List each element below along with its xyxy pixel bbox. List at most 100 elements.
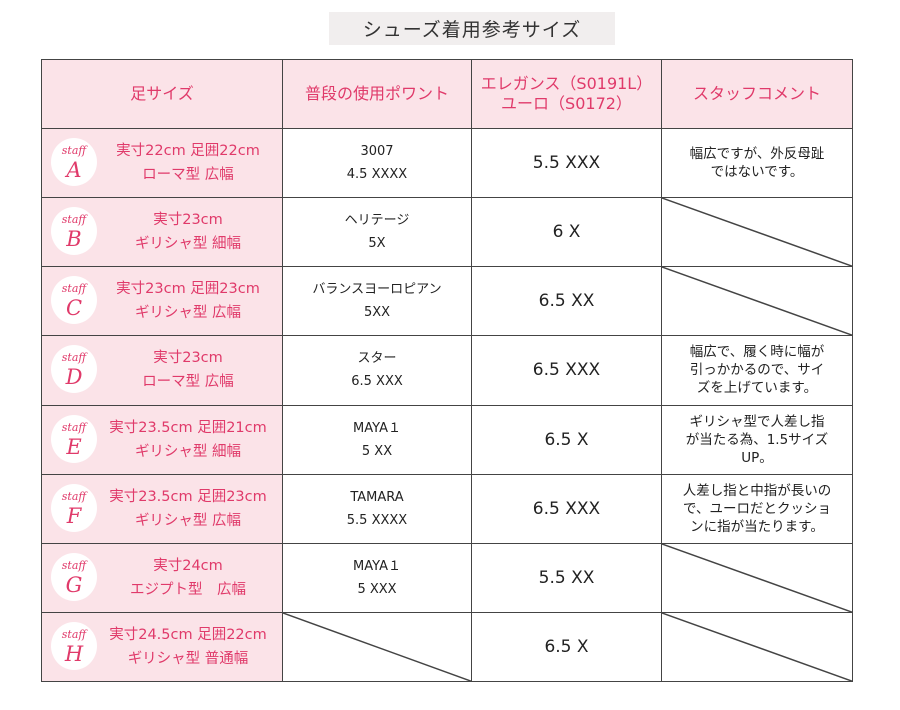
foot-size-cell: staff F 実寸23.5cm 足囲23cm ギリシャ型 広幅 [41, 473, 283, 544]
staff-badge: staff G [51, 552, 97, 601]
elegance-size-cell: 5.5 XX [471, 542, 662, 613]
elegance-size-cell: 6.5 X [471, 611, 662, 683]
usual-size-cell: MAYA１ 5 XX [282, 404, 472, 475]
staff-badge: staff B [51, 207, 97, 256]
staff-comment-cell: ギリシャ型で人差し指 が当たる為、1.5サイズ UP。 [661, 404, 853, 475]
staff-comment-cell-empty [661, 197, 853, 268]
foot-size-cell: staff C 実寸23cm 足囲23cm ギリシャ型 広幅 [41, 266, 283, 337]
staff-label: staff [61, 144, 87, 157]
comment-line: ズを上げています。 [696, 380, 818, 397]
usual-size-cell-empty [282, 611, 472, 683]
foot-measurement: 実寸24.5cm 足囲22cm [109, 626, 267, 643]
foot-size-cell: staff E 実寸23.5cm 足囲21cm ギリシャ型 細幅 [41, 404, 283, 475]
usual-model: ヘリテージ [344, 213, 410, 229]
header-elegance-line2: ユーロ（S0172） [501, 94, 632, 113]
elegance-size-cell: 6 X [471, 197, 662, 268]
staff-letter: H [64, 641, 84, 666]
staff-badge: staff E [51, 414, 97, 463]
comment-line: ンに指が当たります。 [690, 518, 824, 535]
comment-line: ではないです。 [710, 164, 804, 181]
foot-size-cell: staff H 実寸24.5cm 足囲22cm ギリシャ型 普通幅 [41, 611, 283, 683]
usual-size: 5XX [363, 305, 391, 321]
foot-shape: ギリシャ型 細幅 [134, 443, 242, 460]
usual-model: 3007 [360, 144, 394, 160]
usual-model: MAYA１ [353, 420, 401, 436]
comment-line: ギリシャ型で人差し指 [689, 413, 825, 430]
table-row: staff F 実寸23.5cm 足囲23cm ギリシャ型 広幅 TAMARA 5.5 X… [41, 473, 853, 544]
staff-comment-cell: 人差し指と中指が長いの で、ユーロだとクッショ ンに指が当たります。 [661, 473, 853, 544]
staff-badge: staff H [51, 621, 97, 670]
staff-letter: D [65, 365, 83, 390]
foot-shape: ローマ型 広幅 [142, 374, 234, 391]
usual-size: 5X [368, 236, 386, 252]
usual-size: 5 XX [361, 443, 393, 459]
foot-measurement: 実寸23cm [153, 212, 223, 229]
diagonal-line [662, 267, 852, 335]
diagonal-line [283, 613, 471, 681]
header-elegance-line1: エレガンス（S0191L） [480, 74, 653, 93]
header-usual-size: 普段の使用ポワント [282, 59, 472, 129]
staff-badge: staff D [51, 345, 97, 394]
foot-size-cell: staff A 実寸22cm 足囲22cm ローマ型 広幅 [41, 127, 283, 199]
staff-label: staff [61, 489, 87, 503]
foot-measurement: 実寸23cm 足囲23cm [116, 281, 260, 298]
usual-size: 5 XXX [357, 581, 397, 597]
diagonal-line [662, 613, 852, 681]
elegance-size-cell: 6.5 XXX [471, 473, 662, 544]
table-row: staff A 実寸22cm 足囲22cm ローマ型 広幅 3007 4.5 XXXX 5.… [41, 127, 853, 199]
usual-size: 6.5 XXX [351, 374, 403, 390]
table-row: staff C 実寸23cm 足囲23cm ギリシャ型 広幅 バランスヨーロピアン 5XX… [41, 266, 853, 337]
foot-shape: エジプト型 広幅 [130, 581, 246, 598]
foot-shape: ギリシャ型 広幅 [134, 512, 242, 529]
foot-measurement: 実寸23.5cm 足囲23cm [109, 488, 267, 505]
size-table: 足サイズ 普段の使用ポワント エレガンス（S0191L） ユーロ（S0172） … [41, 59, 853, 683]
foot-size-cell: staff B 実寸23cm ギリシャ型 細幅 [41, 197, 283, 268]
staff-letter: G [65, 572, 83, 597]
foot-shape: ローマ型 広幅 [142, 167, 234, 184]
staff-label: staff [61, 627, 87, 641]
table-row: staff H 実寸24.5cm 足囲22cm ギリシャ型 普通幅 6.5 X [41, 611, 853, 683]
header-elegance: エレガンス（S0191L） ユーロ（S0172） [471, 59, 662, 129]
comment-line: で、ユーロだとクッショ [683, 500, 831, 517]
table-row: staff D 実寸23cm ローマ型 広幅 スター 6.5 XXX 6.5 XXX 幅広で、… [41, 335, 853, 406]
table-row: staff E 実寸23.5cm 足囲21cm ギリシャ型 細幅 MAYA１ 5 XX 6.… [41, 404, 853, 475]
elegance-size-cell: 5.5 XXX [471, 127, 662, 199]
foot-shape: ギリシャ型 普通幅 [127, 650, 249, 667]
comment-line: 幅広で、履く時に幅が [689, 344, 825, 361]
staff-comment-cell-empty [661, 542, 853, 613]
elegance-size-cell: 6.5 XX [471, 266, 662, 337]
staff-letter: E [66, 434, 82, 459]
header-foot-size: 足サイズ [41, 59, 283, 129]
header-row: 足サイズ 普段の使用ポワント エレガンス（S0191L） ユーロ（S0172） … [41, 59, 853, 129]
usual-size-cell: TAMARA 5.5 XXXX [282, 473, 472, 544]
foot-measurement: 実寸24cm [153, 557, 223, 574]
usual-size: 5.5 XXXX [346, 512, 408, 528]
staff-label: staff [61, 282, 87, 296]
usual-model: バランスヨーロピアン [312, 282, 442, 298]
staff-letter: B [66, 227, 82, 252]
usual-size-cell: ヘリテージ 5X [282, 197, 472, 268]
staff-comment-cell: 幅広ですが、外反母趾 ではないです。 [661, 127, 853, 199]
comment-line: 引っかかるので、サイ [689, 362, 825, 379]
staff-badge: staff A [51, 138, 97, 186]
staff-letter: C [65, 296, 83, 321]
staff-comment-cell-empty [661, 266, 853, 337]
usual-size-cell: バランスヨーロピアン 5XX [282, 266, 472, 337]
usual-model: MAYA１ [353, 558, 401, 574]
staff-label: staff [61, 420, 87, 434]
usual-model: スター [357, 351, 397, 367]
comment-line: が当たる為、1.5サイズ [685, 431, 829, 448]
comment-line: 人差し指と中指が長いの [682, 482, 832, 499]
foot-shape: ギリシャ型 広幅 [134, 305, 242, 322]
usual-size-cell: MAYA１ 5 XXX [282, 542, 472, 613]
foot-size-cell: staff D 実寸23cm ローマ型 広幅 [41, 335, 283, 406]
header-staff-comment: スタッフコメント [661, 59, 853, 129]
staff-letter: F [66, 503, 82, 528]
staff-comment-cell-empty [661, 611, 853, 683]
staff-label: staff [61, 213, 87, 227]
staff-label: staff [61, 351, 87, 365]
usual-size-cell: スター 6.5 XXX [282, 335, 472, 406]
foot-measurement: 実寸23cm [153, 350, 223, 367]
usual-model: TAMARA [350, 489, 404, 505]
page-title: シューズ着用参考サイズ [329, 12, 615, 45]
